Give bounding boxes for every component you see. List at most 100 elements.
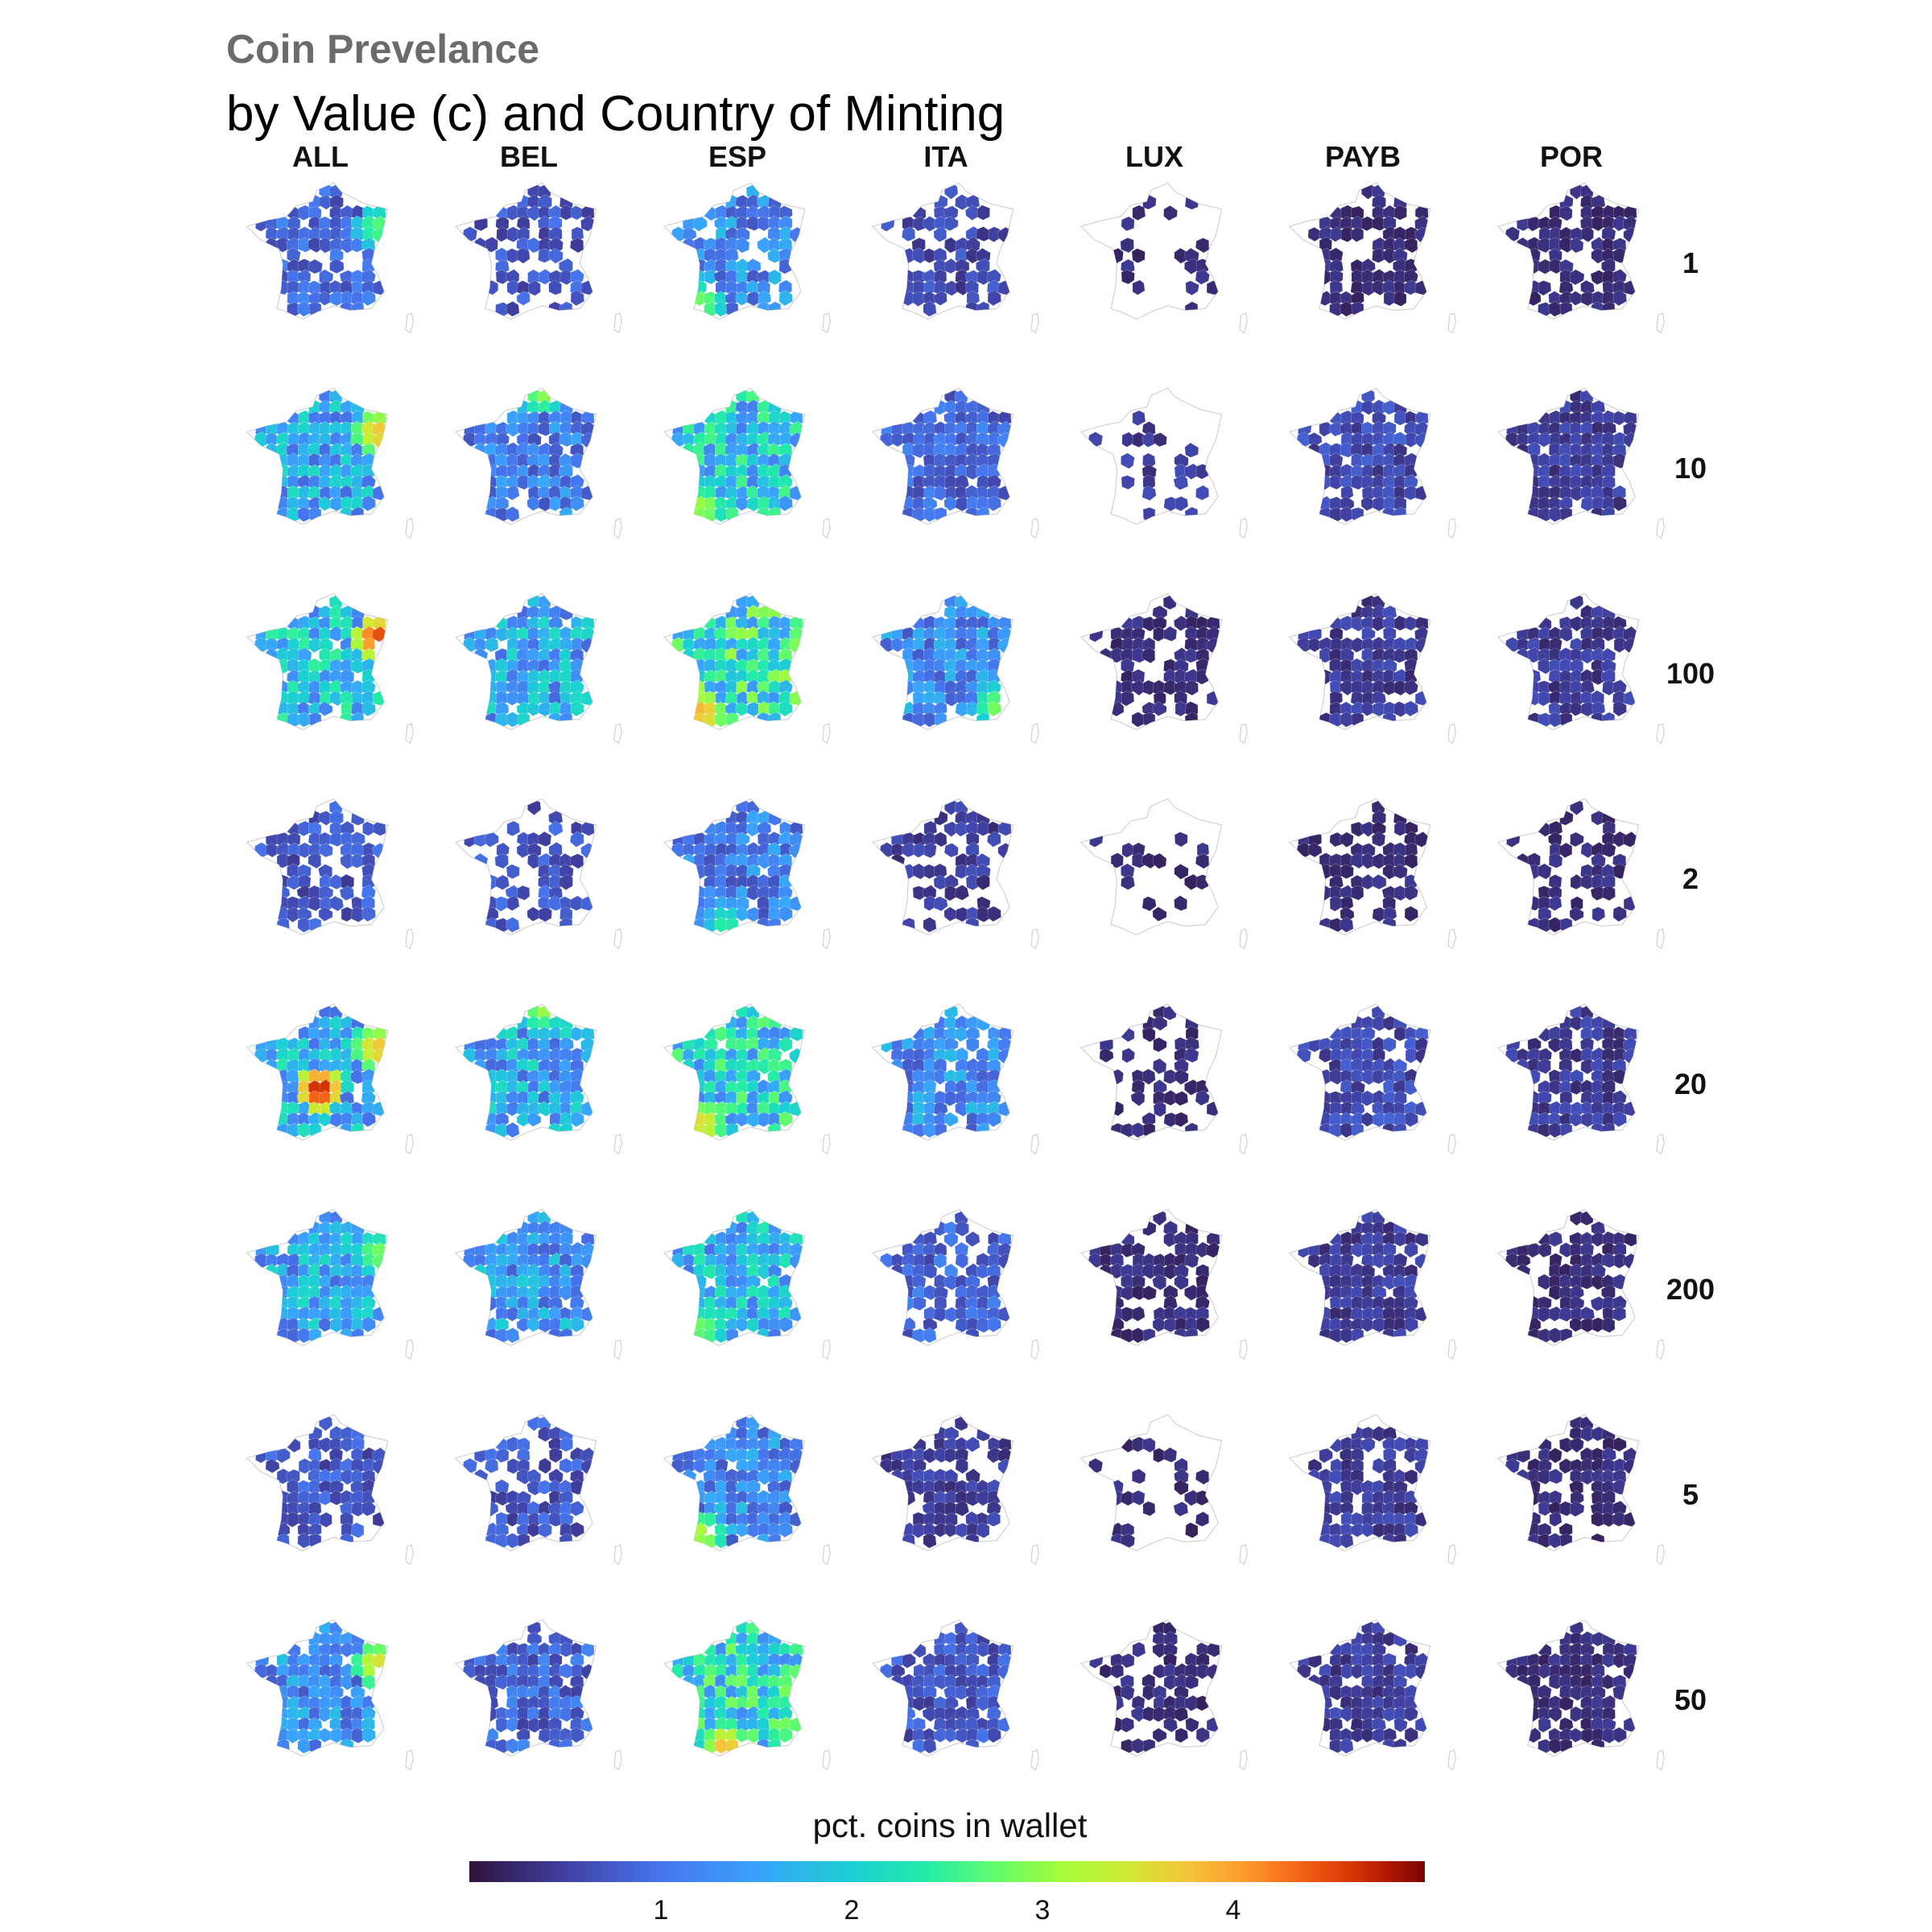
department-cell [1152, 906, 1167, 922]
department-cell [538, 268, 553, 285]
department-cell [1381, 917, 1397, 933]
corsica-outline [1030, 1133, 1039, 1155]
department-cell [976, 1015, 991, 1031]
map-panel-esp-5 [663, 1414, 831, 1566]
map-panel-bel-1 [454, 182, 622, 334]
department-cell [485, 832, 499, 848]
map-panel-ita-100 [871, 592, 1039, 745]
department-cell [997, 1717, 1013, 1732]
department-cell [1195, 237, 1210, 254]
department-cell [1185, 1717, 1199, 1733]
map-panel-payb-50 [1288, 1619, 1456, 1771]
department-cell [1307, 842, 1323, 858]
department-cell [361, 1316, 376, 1333]
department-cell [1623, 896, 1638, 911]
department-cell [746, 884, 762, 901]
corsica-outline [613, 1544, 622, 1566]
corsica-outline [1239, 518, 1248, 539]
department-cell [351, 1522, 365, 1538]
department-cell [1163, 204, 1178, 221]
department-cell [1613, 1253, 1627, 1269]
map-panel-lux-10 [1080, 387, 1248, 539]
department-cell [570, 290, 584, 307]
legend-tick-label: 1 [653, 1895, 669, 1926]
map-panel-lux-50 [1080, 1619, 1248, 1771]
map-panel-lux-20 [1080, 1003, 1248, 1155]
department-cell [548, 1447, 563, 1463]
department-cell [933, 226, 947, 243]
corsica-outline [1447, 928, 1456, 950]
department-cell [778, 1316, 793, 1333]
department-cell [768, 269, 782, 286]
department-cell [1195, 269, 1210, 285]
department-cell [1121, 1653, 1135, 1669]
corsica-outline [1239, 1133, 1248, 1155]
department-cell [997, 280, 1013, 295]
department-cell [955, 1220, 969, 1237]
map-panel-esp-1 [663, 182, 831, 334]
department-cell [1339, 832, 1354, 848]
department-cell [1612, 1306, 1626, 1322]
corsica-outline [613, 723, 622, 745]
department-cell [506, 917, 520, 933]
department-cell [1558, 626, 1573, 642]
department-cell [1319, 1447, 1333, 1463]
department-cell [548, 279, 563, 295]
department-cell [517, 885, 530, 901]
department-cell [1414, 1101, 1430, 1117]
department-cell [1141, 1437, 1156, 1453]
department-cell [987, 700, 1001, 717]
department-cell [570, 1316, 584, 1333]
corsica-outline [1656, 928, 1665, 950]
department-cell [526, 1112, 542, 1127]
map-panel-por-5 [1496, 1414, 1665, 1566]
department-cell [1185, 679, 1199, 696]
department-cell [1549, 1511, 1563, 1527]
corsica-outline [822, 1339, 831, 1360]
corsica-outline [1447, 1749, 1456, 1771]
chart-subtitle: by Value (c) and Country of Minting [226, 86, 1005, 142]
department-cell [778, 1727, 793, 1744]
corsica-outline [822, 723, 831, 745]
corsica-outline [822, 1133, 831, 1155]
department-cell [986, 1511, 1001, 1527]
map-panel-payb-1 [1288, 182, 1456, 334]
corsica-outline [1447, 1339, 1456, 1360]
department-cell [1121, 1717, 1135, 1733]
map-panel-ita-1 [871, 182, 1039, 334]
map-panel-esp-100 [663, 592, 831, 745]
department-cell [923, 301, 937, 317]
map-panel-por-20 [1496, 1003, 1665, 1155]
department-cell [789, 1307, 804, 1322]
department-cell [1393, 291, 1407, 307]
department-cell [976, 1426, 991, 1442]
department-cell [923, 917, 937, 933]
department-cell [494, 853, 509, 869]
department-cell [1569, 1437, 1584, 1453]
corsica-outline [822, 928, 831, 950]
corsica-outline [1239, 312, 1248, 334]
row-label-50: 50 [1674, 1683, 1707, 1716]
corsica-outline [613, 928, 622, 950]
department-cell [517, 247, 530, 264]
department-cell [580, 1717, 596, 1732]
department-cell [923, 842, 937, 859]
department-cell [1206, 1101, 1221, 1117]
map-panel-por-2 [1496, 798, 1665, 950]
department-cell [506, 485, 520, 501]
corsica-outline [1447, 723, 1456, 745]
department-cell [1405, 1047, 1418, 1064]
map-panel-payb-20 [1288, 1003, 1456, 1155]
department-cell [570, 700, 584, 717]
department-cell [559, 605, 574, 621]
column-label-lux: LUX [1125, 140, 1183, 173]
row-label-1: 1 [1682, 246, 1699, 279]
department-cell [580, 1307, 596, 1322]
department-cell [1141, 1026, 1156, 1042]
department-cell [1372, 873, 1387, 890]
column-label-all: ALL [292, 140, 349, 173]
department-cell [361, 906, 376, 923]
corsica-outline [1030, 1749, 1039, 1771]
corsica-outline [1030, 928, 1039, 950]
